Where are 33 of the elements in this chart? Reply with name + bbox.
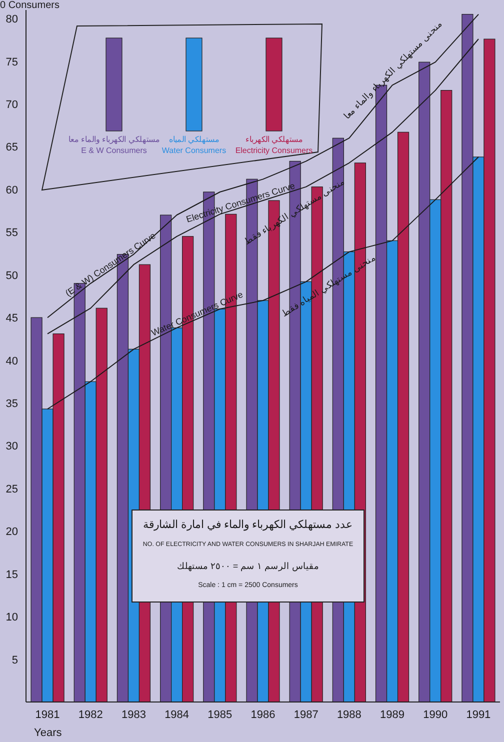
text: عدد مستهلكي الكهرباء والماء في امارة الشارقة [142, 519, 354, 531]
x-tick-label: 1988 [336, 709, 362, 721]
y-tick-label: 25 [6, 483, 18, 496]
y-tick-label: 70 [6, 98, 18, 111]
y-tick-label: 10 [6, 612, 18, 624]
y-tick-label: 20 [6, 526, 18, 538]
x-tick-label: 1982 [78, 709, 103, 721]
y-tick-label: 55 [6, 227, 18, 240]
y-tick-label: 45 [6, 312, 18, 325]
x-tick-label: 1986 [250, 709, 276, 721]
x-tick-label: 1983 [121, 709, 146, 721]
x-tick-label: 1984 [164, 709, 190, 721]
y-tick-label: 30 [6, 440, 18, 453]
x-tick-label: 1991 [466, 709, 491, 721]
x-tick-label: 1990 [423, 709, 448, 721]
y-axis-title: 0 Consumers [0, 0, 60, 11]
y-tick-label: 80 [6, 14, 18, 26]
annotation: منحنى مستهلكي المياه فقط [280, 252, 378, 320]
annotation: منحنى مستهلكي الكهرباء والماء معا [342, 18, 445, 122]
y-tick-label: 40 [6, 355, 18, 368]
y-tick-label: 65 [6, 142, 18, 154]
y-tick-label: 35 [6, 398, 18, 410]
x-axis-title: Years [34, 727, 62, 739]
y-tick-label: 5 [12, 654, 18, 666]
y-tick-label: 75 [6, 56, 18, 68]
x-tick-label: 1985 [208, 709, 232, 721]
y-tick-label: 15 [6, 568, 18, 581]
annotation: مقياس الرسم ١ سم = ٢٥٠٠ مستهلك [176, 561, 320, 572]
x-tick-label: 1981 [35, 709, 60, 721]
x-tick-label: 1987 [294, 709, 318, 721]
y-tick-label: 50 [6, 270, 18, 282]
y-tick-label: 60 [6, 184, 18, 196]
x-tick-label: 1989 [380, 709, 405, 721]
